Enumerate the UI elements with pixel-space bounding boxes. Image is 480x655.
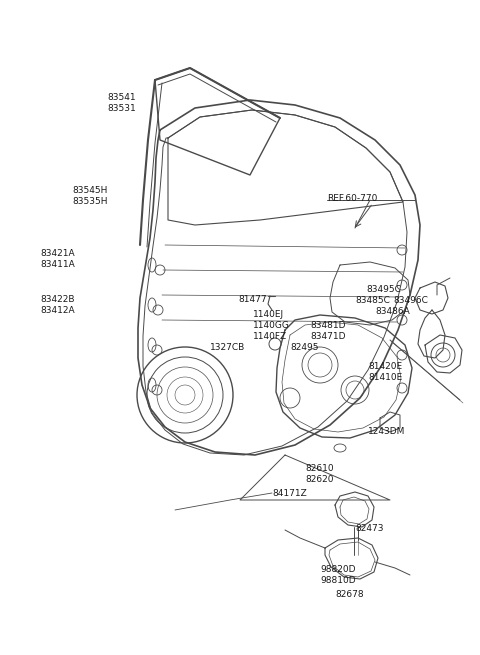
Text: REF.60-770: REF.60-770 xyxy=(327,194,377,203)
Text: 83545H: 83545H xyxy=(72,186,108,195)
Text: 84171Z: 84171Z xyxy=(272,489,307,498)
Text: 83535H: 83535H xyxy=(72,197,108,206)
Text: 81420E: 81420E xyxy=(368,362,402,371)
Text: 82610: 82610 xyxy=(305,464,334,473)
Text: 83486A: 83486A xyxy=(375,307,410,316)
Text: 98810D: 98810D xyxy=(320,576,356,585)
Text: 82678: 82678 xyxy=(335,590,364,599)
Text: 83496C: 83496C xyxy=(393,296,428,305)
Text: 98820D: 98820D xyxy=(320,565,356,574)
Text: 81410E: 81410E xyxy=(368,373,402,382)
Text: 1140GG: 1140GG xyxy=(253,321,290,330)
Text: 1140EJ: 1140EJ xyxy=(253,310,284,319)
Text: 82620: 82620 xyxy=(305,475,334,484)
Text: 83422B: 83422B xyxy=(40,295,74,304)
Text: 83471D: 83471D xyxy=(310,332,346,341)
Text: 83541: 83541 xyxy=(107,93,136,102)
Text: 81477: 81477 xyxy=(238,295,266,304)
Text: 1327CB: 1327CB xyxy=(210,343,245,352)
Text: 82473: 82473 xyxy=(355,524,384,533)
Text: 83495C: 83495C xyxy=(366,285,401,294)
Text: 1243DM: 1243DM xyxy=(368,427,406,436)
Text: 83531: 83531 xyxy=(107,104,136,113)
Text: 1140FZ: 1140FZ xyxy=(253,332,287,341)
Text: 83412A: 83412A xyxy=(40,306,74,315)
Text: 83481D: 83481D xyxy=(310,321,346,330)
Text: 83411A: 83411A xyxy=(40,260,75,269)
Text: 82495: 82495 xyxy=(290,343,319,352)
Text: 83485C: 83485C xyxy=(355,296,390,305)
Text: 83421A: 83421A xyxy=(40,249,74,258)
